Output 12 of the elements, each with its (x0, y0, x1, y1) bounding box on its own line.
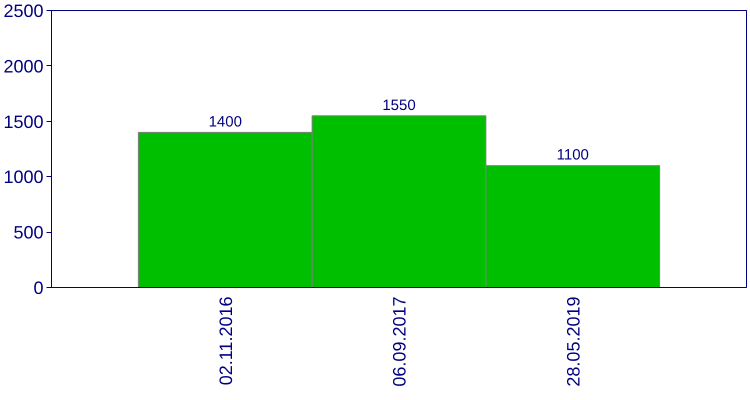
y-tick-label: 0 (33, 278, 44, 298)
y-tick-label: 500 (13, 222, 44, 243)
y-tick-label: 1500 (3, 112, 44, 132)
y-tick-label: 2000 (3, 56, 44, 76)
y-tick-label: 1000 (3, 167, 44, 188)
data-label: 1100 (556, 146, 589, 164)
data-label: 1550 (382, 96, 416, 114)
data-label: 1400 (208, 113, 242, 130)
x-tick-label: 06.09.2017 (390, 296, 410, 387)
x-tick-label: 02.11.2016 (216, 296, 236, 386)
y-tick-label: 2500 (3, 1, 44, 21)
x-tick-label: 28.05.2019 (563, 296, 584, 387)
